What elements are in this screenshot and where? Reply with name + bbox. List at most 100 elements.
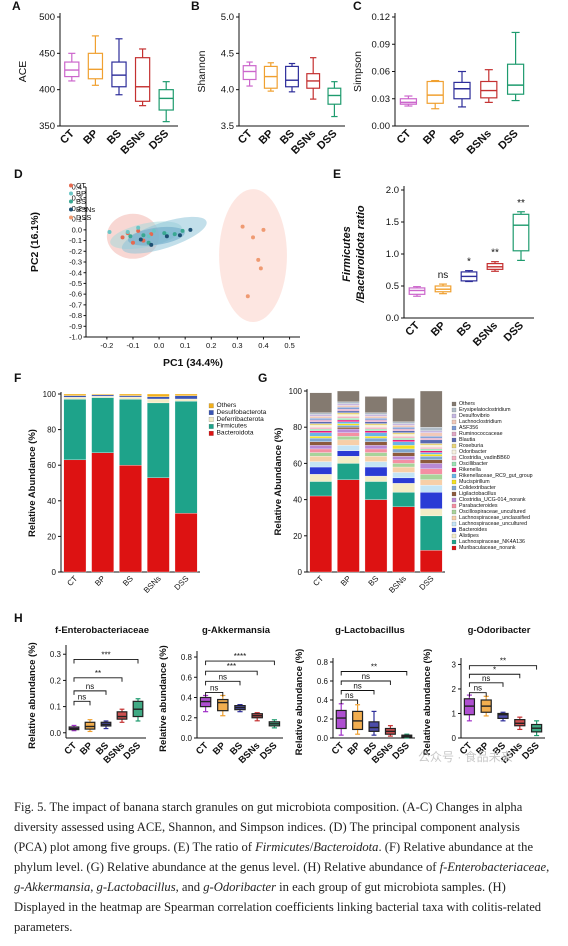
bar-segment-G-BS-Rikenella (364, 430, 388, 433)
legend-label-Muribaculaceae_norank: Muribaculaceae_norank (459, 545, 516, 551)
y-tick-label-D: -0.7 (69, 300, 82, 309)
y-tick-label-A: 400 (39, 85, 55, 96)
legend-swatch-Roseburia (451, 443, 457, 449)
bar-segment-F-BS-Others (119, 393, 142, 396)
box-B-BSNs (306, 57, 321, 100)
box-C-DSS (506, 31, 525, 102)
box-A-DSS (158, 81, 174, 123)
bar-segment-G-DSS-Lachnoclostridium (420, 432, 443, 437)
significance-bracket-H1: ns (73, 682, 107, 695)
y-tick-label-D: -0.1 (69, 236, 82, 245)
x-tick-label-B: CT (236, 127, 255, 146)
bracket-label: ns (86, 682, 94, 691)
y-tick-label-G: 20 (293, 532, 302, 541)
point-BSNs (138, 237, 143, 242)
y-tick-label-F: 40 (47, 497, 56, 506)
box-B-BS (285, 62, 299, 93)
x-tick-label-C: BP (421, 128, 440, 147)
bracket-label: ** (371, 663, 377, 672)
bar-segment-G-DSS-Oscillospiraceae_uncultured (420, 474, 443, 480)
x-tick-label-G: DSS (418, 574, 436, 592)
bar-segment-F-BSNs-Deferribacterota (147, 398, 170, 404)
bar-segment-G-CT-Oscillospiraceae_uncultured (309, 452, 332, 457)
bar-segment-G-BS-Ligilactobacillus (364, 441, 388, 446)
bar-segment-G-BS-Clostridia_vadinBB60 (364, 427, 388, 430)
x-tick-label-C: BSNs (465, 128, 494, 157)
bar-segment-G-BP-Lachnospiraceae_NK4A136 (337, 463, 360, 480)
x-tick-label-D: 0.1 (180, 341, 190, 350)
y-tick-label-G: 0 (298, 568, 303, 577)
bar-segment-F-BP-Bacteroidota (91, 452, 114, 573)
point-BS (162, 231, 167, 236)
legend-swatch-Firmicutes (208, 424, 214, 429)
y-tick-label-C: 0.00 (372, 121, 391, 132)
panel-label-D: D (14, 167, 23, 181)
bracket-line (73, 677, 123, 682)
bar-segment-G-CT-Lachnospiraceae_unclassified (309, 456, 332, 462)
y-tick-label-E: 0.5 (386, 281, 399, 292)
legend-label-Mucispirillum: Mucispirillum (459, 479, 490, 485)
legend-label-Clostridia_vadinBB60: Clostridia_vadinBB60 (459, 455, 510, 461)
bar-segment-G-DSS-Muribaculaceae_norank (420, 550, 443, 573)
watermark-text: 公众号 · 食品未来 (418, 750, 513, 764)
point-BSNs (149, 242, 154, 247)
legend-label-Bacteroidota: Bacteroidota (217, 430, 254, 437)
bar-segment-G-BSNs-Mucispirillum (392, 445, 415, 450)
bar-segment-F-BSNs-Bacteroidota (147, 477, 170, 573)
bar-segment-G-BS-Lachnospiraceae_unclassified (364, 456, 388, 462)
y-tick-label-D: 0.2 (72, 204, 82, 213)
box-H3-BP (352, 704, 364, 735)
y-axis-label-H2: Relative abundance (%) (158, 645, 169, 752)
bar-segment-G-BSNs-Bacteroides (392, 477, 415, 484)
legend-swatch-Others (451, 401, 457, 407)
y-axis-label-H3: Relative abundance (%) (294, 649, 305, 756)
panel-title-H3: g-Lactobacillus (335, 625, 405, 636)
panel-title-H1: f-Enterobacteriaceae (55, 625, 149, 636)
bar-segment-G-BS-Alistipes (364, 475, 388, 482)
bracket-label: ** (500, 657, 506, 666)
y-tick-label-F: 100 (43, 390, 57, 399)
legend-label-Others: Others (217, 402, 237, 409)
significance-bracket-H3: ns (340, 672, 391, 685)
x-tick-label-B: BP (257, 128, 276, 147)
box-iqr (506, 63, 525, 95)
bar-segment-G-BSNs-Lachnospiraceae_uncultured (392, 472, 415, 479)
bar-segment-G-BP-Lachnoclostridium (337, 405, 360, 408)
legend-marker-BP (69, 191, 73, 196)
x-tick-label-G: BP (339, 574, 353, 588)
box-iqr (242, 65, 257, 81)
point-CT (130, 240, 135, 245)
bar-segment-G-DSS-ASF356 (420, 436, 443, 439)
x-tick-label-G: BSNs (387, 574, 408, 595)
significance-bracket-H1: ** (73, 669, 123, 682)
box-C-BP (426, 79, 444, 110)
panel-label-H: H (14, 611, 23, 625)
point-DSS (256, 257, 261, 262)
x-tick-label-D: 0.2 (206, 341, 216, 350)
bar-segment-G-BS-Colidextribacter (364, 437, 388, 442)
box-E-BSNs (486, 261, 504, 272)
bar-segment-G-BS-Parabacteroides (364, 448, 388, 453)
bar-segment-G-BSNs-Rikenella (392, 439, 415, 442)
bar-segment-G-DSS-Lachnospiraceae_uncultured (420, 484, 443, 493)
legend-swatch-Clostridia_UCG-014_norank (451, 497, 457, 503)
bracket-line (205, 670, 258, 676)
bar-segment-G-BP-Alistipes (337, 456, 360, 464)
point-DSS (258, 266, 263, 271)
bar-segment-G-CT-Bacteroides (309, 466, 332, 475)
significance-bracket-H2: **** (205, 652, 275, 666)
bar-segment-G-BS-Desulfovibrio (364, 414, 388, 417)
y-tick-label-H1: 0.1 (50, 703, 62, 712)
bar-segment-G-DSS-Clostridia_vadinBB60 (420, 446, 443, 450)
bar-segment-G-DSS-Ligilactobacillus (420, 459, 443, 464)
y-tick-label-H2: 0.2 (181, 714, 193, 723)
bar-segment-G-CT-Odoribacter (309, 425, 332, 428)
box-H2-BP (217, 694, 229, 717)
legend-swatch-Lachnospiraceae_unclassified (451, 515, 457, 521)
bracket-line (468, 682, 504, 687)
y-tick-label-E: 1.5 (386, 217, 399, 228)
x-tick-label-H2: DSS (258, 740, 280, 762)
x-tick-label-D: 0.3 (232, 341, 242, 350)
legend-label-Ruminococcaceae: Ruminococcaceae (459, 431, 503, 437)
bar-segment-G-DSS-Erysipelatoclostridium (420, 427, 443, 431)
